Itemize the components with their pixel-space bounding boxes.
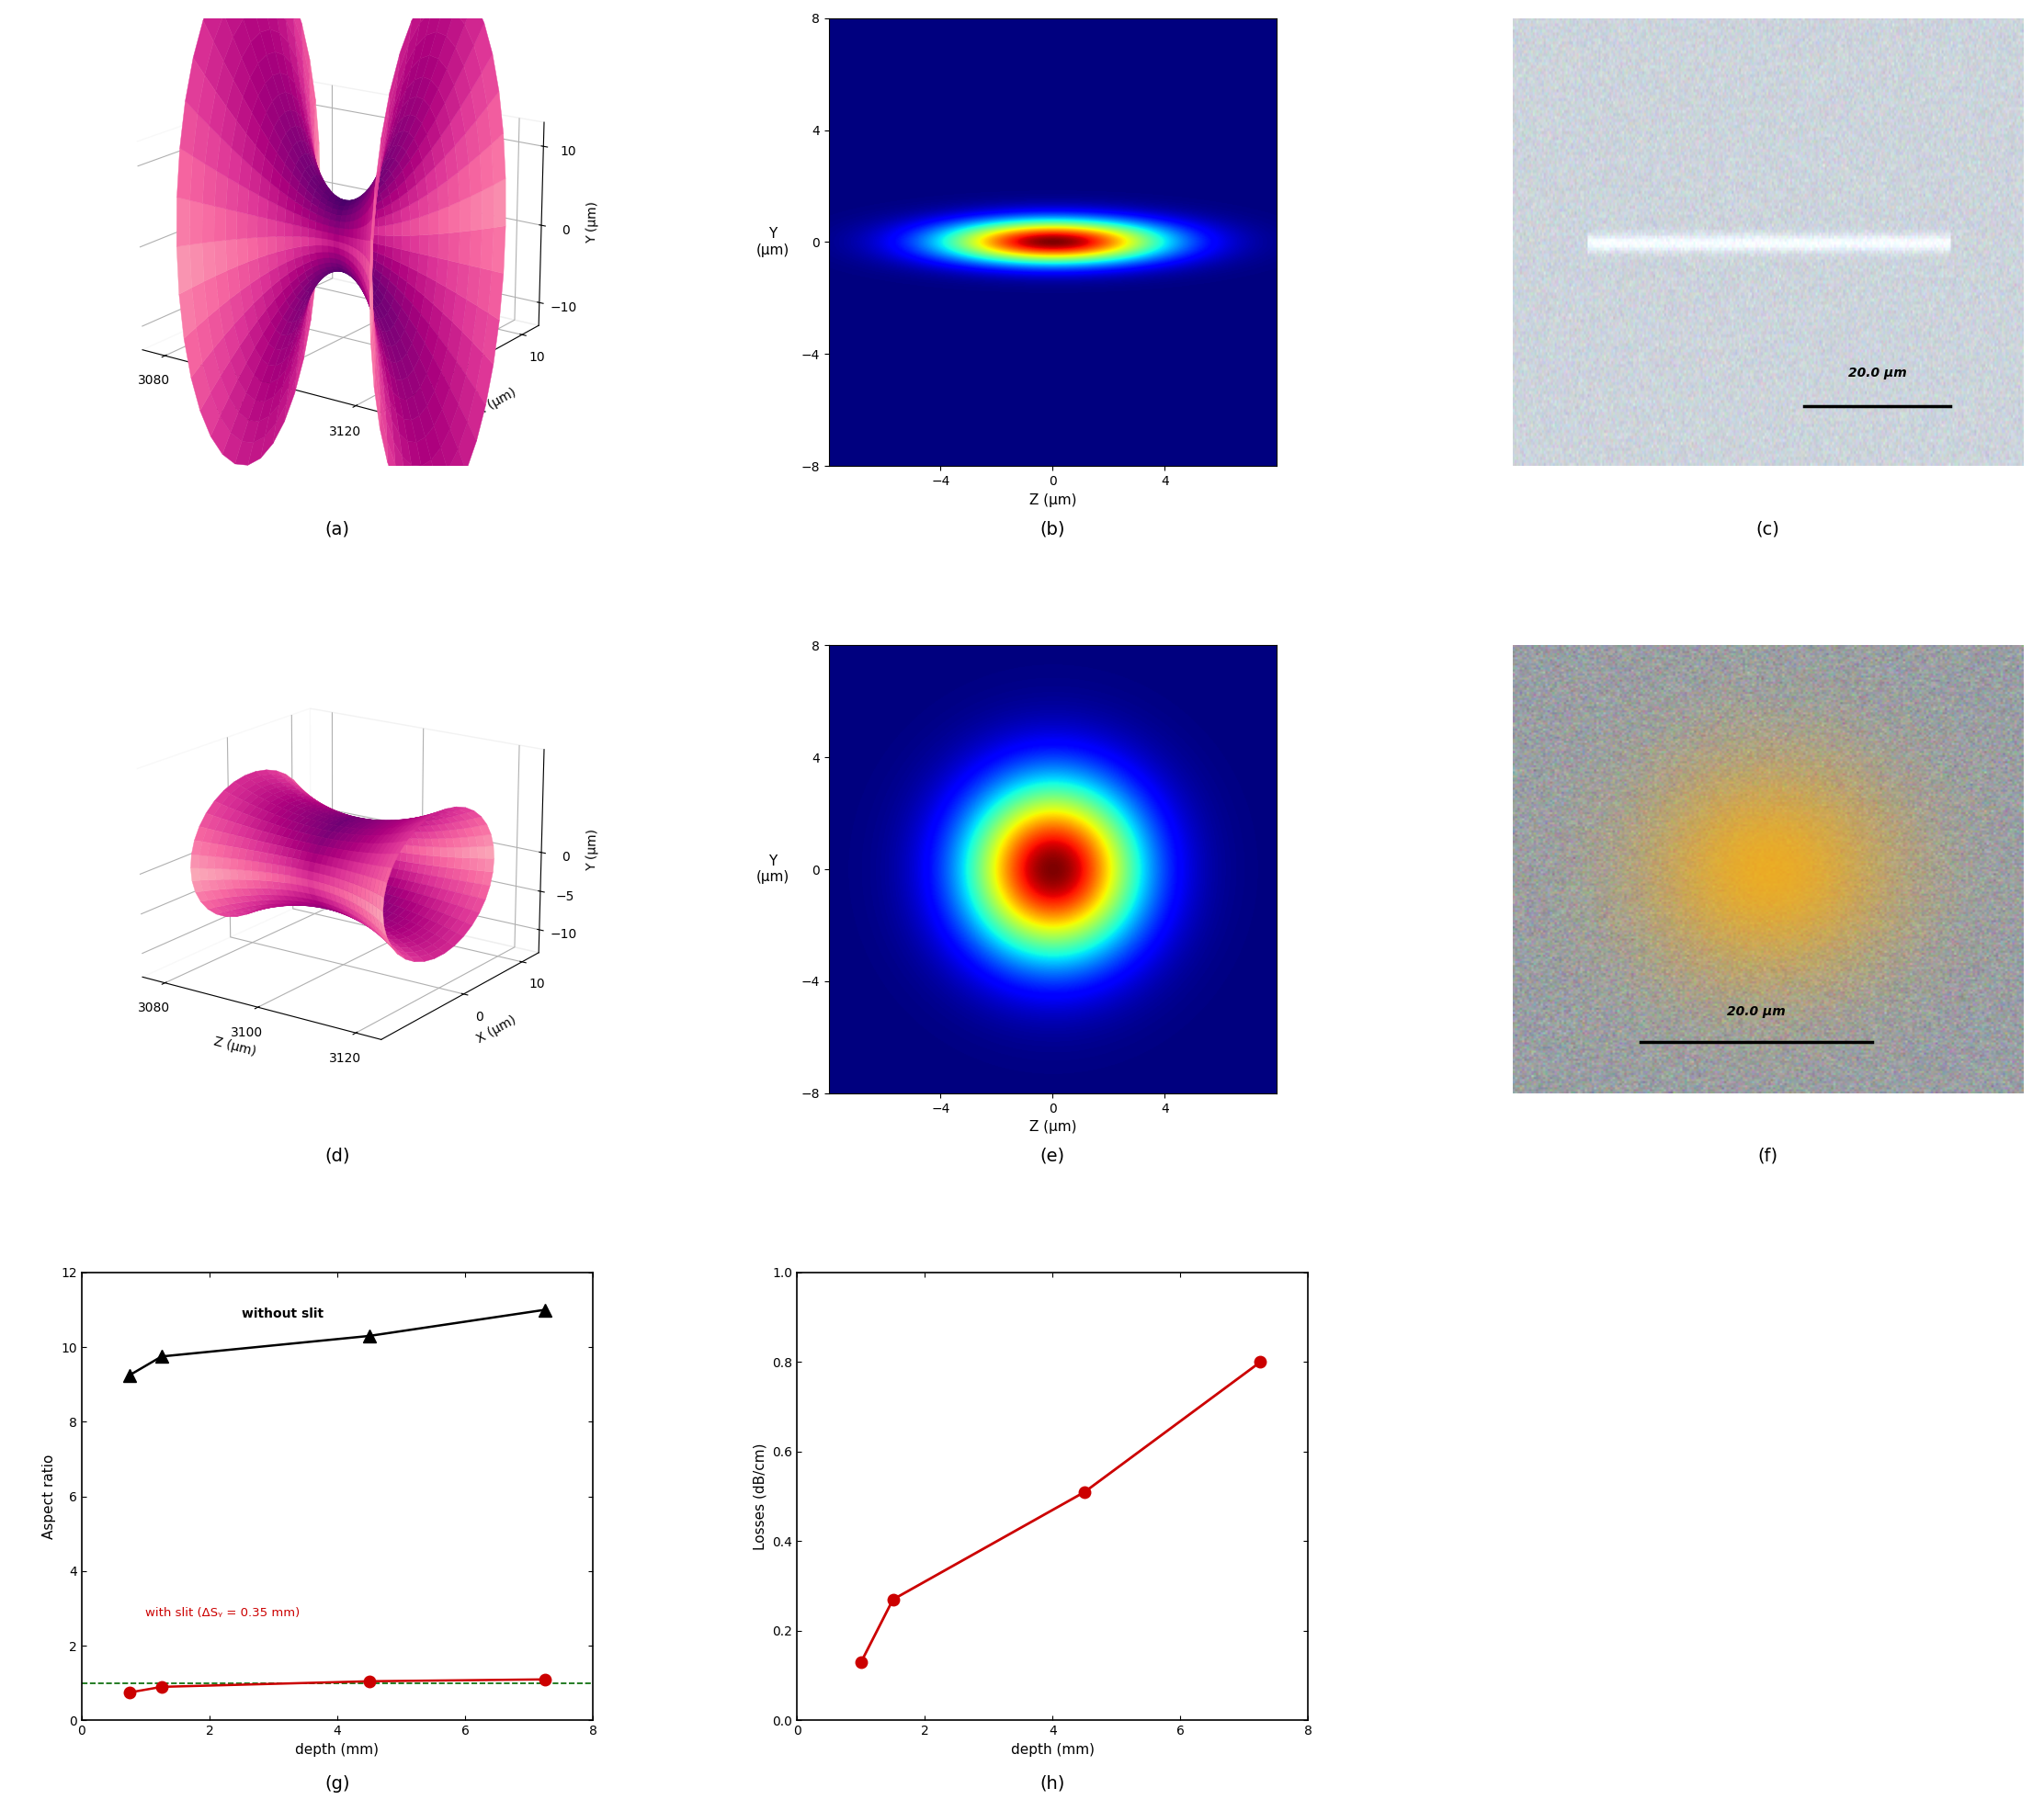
X-axis label: depth (mm): depth (mm)	[296, 1742, 378, 1757]
Y-axis label: Losses (dB/cm): Losses (dB/cm)	[754, 1443, 766, 1550]
Y-axis label: Aspect ratio: Aspect ratio	[43, 1454, 55, 1539]
X-axis label: Z (μm): Z (μm)	[213, 407, 258, 431]
X-axis label: Z (μm): Z (μm)	[1028, 493, 1077, 507]
X-axis label: Z (μm): Z (μm)	[1028, 1121, 1077, 1134]
Text: (b): (b)	[1040, 520, 1065, 538]
Text: (e): (e)	[1040, 1148, 1065, 1164]
X-axis label: Z (μm): Z (μm)	[213, 1034, 258, 1058]
Text: (a): (a)	[325, 520, 350, 538]
Y-axis label: Y
(μm): Y (μm)	[756, 226, 789, 257]
Text: without slit: without slit	[241, 1308, 323, 1320]
Y-axis label: X (μm): X (μm)	[474, 386, 517, 418]
Text: (g): (g)	[325, 1775, 350, 1793]
Text: (d): (d)	[325, 1148, 350, 1164]
Text: (h): (h)	[1040, 1775, 1065, 1793]
Y-axis label: X (μm): X (μm)	[474, 1012, 517, 1045]
Y-axis label: Y
(μm): Y (μm)	[756, 855, 789, 884]
Text: 20.0 μm: 20.0 μm	[1727, 1005, 1786, 1018]
Text: 20.0 μm: 20.0 μm	[1848, 366, 1907, 380]
Text: (f): (f)	[1758, 1148, 1778, 1164]
X-axis label: depth (mm): depth (mm)	[1012, 1742, 1094, 1757]
Text: (c): (c)	[1756, 520, 1780, 538]
Text: with slit (ΔSᵧ = 0.35 mm): with slit (ΔSᵧ = 0.35 mm)	[145, 1606, 300, 1619]
